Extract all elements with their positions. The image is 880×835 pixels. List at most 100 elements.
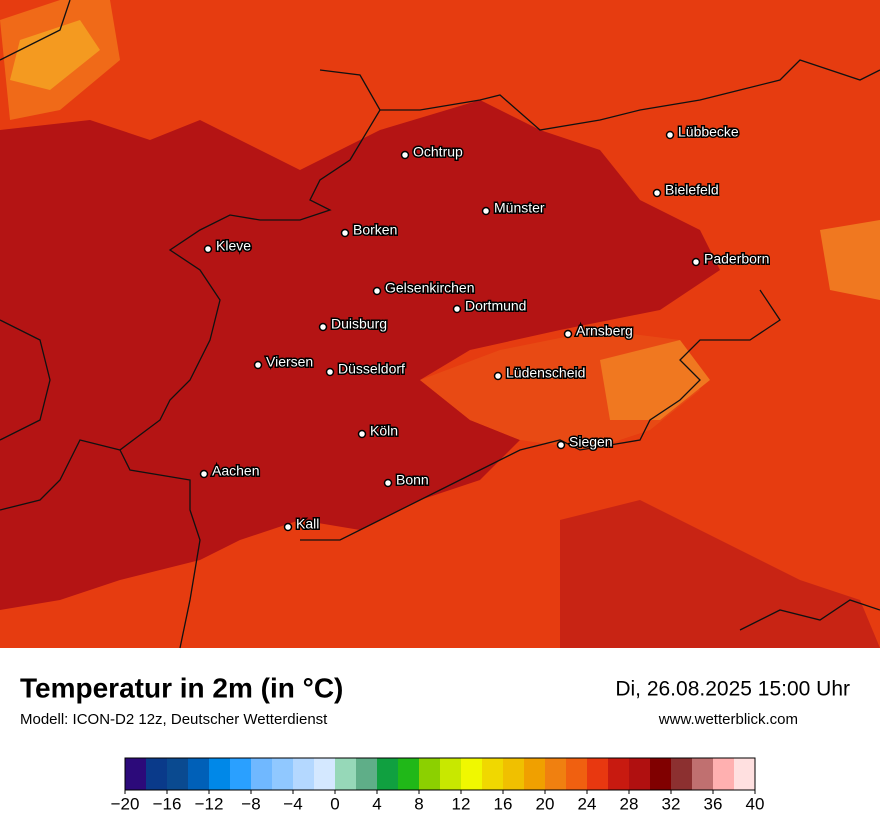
- colorbar-cell: [566, 758, 588, 790]
- colorbar-tick-label: −12: [195, 794, 224, 813]
- city-dot: [318, 322, 328, 332]
- city-dot: [357, 429, 367, 439]
- colorbar-cell: [125, 758, 147, 790]
- city: Lüdenscheid: [493, 363, 587, 382]
- colorbar-cell: [188, 758, 210, 790]
- city-dot: [253, 360, 263, 370]
- city-dot: [481, 206, 491, 216]
- border: [380, 59, 880, 131]
- city-label: Kall: [296, 516, 319, 532]
- city-dot: [563, 329, 573, 339]
- city-dot: [199, 469, 209, 479]
- city: Münster: [481, 198, 546, 217]
- city-dot: [691, 257, 701, 267]
- city-dot: [652, 188, 662, 198]
- city: Köln: [357, 421, 400, 440]
- border: [0, 439, 121, 511]
- colorbar-cell: [398, 758, 420, 790]
- city: Aachen: [199, 461, 261, 480]
- city-label: Bonn: [396, 472, 429, 488]
- city-label: Siegen: [569, 434, 613, 450]
- city: Viersen: [253, 352, 315, 371]
- city-label: Lüdenscheid: [506, 365, 585, 381]
- colorbar-cell: [524, 758, 546, 790]
- colorbar-cell: [671, 758, 693, 790]
- colorbar-cell: [629, 758, 651, 790]
- city-label: Bielefeld: [665, 182, 719, 198]
- hot-zone: [560, 500, 880, 648]
- colorbar-cell: [587, 758, 609, 790]
- city: Ochtrup: [400, 142, 465, 161]
- city-dot: [340, 228, 350, 238]
- city-dot: [203, 244, 213, 254]
- colorbar-tick-label: −20: [111, 794, 140, 813]
- colorbar-tick-label: −8: [241, 794, 260, 813]
- colorbar-frame: [124, 757, 756, 791]
- colorbar-cell: [314, 758, 336, 790]
- border: [739, 599, 880, 631]
- colorbar-tick-label: 16: [494, 794, 513, 813]
- colorbar-tick-label: −4: [283, 794, 302, 813]
- city: Düsseldorf: [325, 359, 407, 378]
- city: Siegen: [556, 432, 614, 451]
- border: [300, 289, 781, 541]
- colorbar-tick-label: 28: [620, 794, 639, 813]
- city: Gelsenkirchen: [372, 278, 476, 297]
- colorbar-cell: [419, 758, 441, 790]
- colorbar-cell: [482, 758, 504, 790]
- colorbar-cell: [608, 758, 630, 790]
- colorbar-tick-label: 36: [704, 794, 723, 813]
- colorbar-cell: [734, 758, 756, 790]
- city-dot: [325, 367, 335, 377]
- city: Kleve: [203, 236, 253, 255]
- border: [0, 0, 71, 61]
- city: Bielefeld: [652, 180, 720, 199]
- colorbar-tick-label: 24: [578, 794, 597, 813]
- city-dot: [383, 478, 393, 488]
- map: Lübbecke Ochtrup Bielefeld Münster Borken Kle…: [0, 0, 880, 649]
- city-label: Paderborn: [704, 251, 769, 267]
- city-dot: [372, 286, 382, 296]
- city-label: Viersen: [266, 354, 313, 370]
- city-label: Münster: [494, 200, 545, 216]
- website: www.wetterblick.com: [658, 711, 798, 728]
- city-label: Gelsenkirchen: [385, 280, 475, 296]
- colorbar-tick-label: 8: [414, 794, 423, 813]
- colorbar: −20 −16 −12 −8 −4 0 4 8 12 16 20 24 28 32 36 40: [111, 757, 765, 813]
- colorbar-tick-label: 12: [452, 794, 471, 813]
- colorbar-cell: [293, 758, 315, 790]
- city-dot: [493, 371, 503, 381]
- colorbar-cell: [713, 758, 735, 790]
- colorbar-cell: [692, 758, 714, 790]
- subtitle: Modell: ICON-D2 12z, Deutscher Wetterdie…: [20, 711, 328, 728]
- colorbar-cell: [167, 758, 189, 790]
- warm-zone: [10, 20, 100, 90]
- colorbar-cell: [146, 758, 168, 790]
- colorbar-tick-label: 40: [746, 794, 765, 813]
- colorbar-cell: [545, 758, 567, 790]
- colorbar-cell: [503, 758, 525, 790]
- city: Borken: [340, 220, 399, 239]
- city: Paderborn: [691, 249, 771, 268]
- city-dot: [556, 440, 566, 450]
- warm-zone: [600, 340, 710, 420]
- colorbar-tick-label: 32: [662, 794, 681, 813]
- colorbar-cell: [377, 758, 399, 790]
- colorbar-tick-label: 20: [536, 794, 555, 813]
- city: Bonn: [383, 470, 430, 489]
- title: Temperatur in 2m (in °C): [20, 672, 343, 703]
- city-label: Lübbecke: [678, 124, 739, 140]
- city-label: Arnsberg: [576, 323, 633, 339]
- border: [0, 319, 51, 441]
- city: Arnsberg: [563, 321, 634, 340]
- date: Di, 26.08.2025 15:00 Uhr: [615, 678, 850, 701]
- city-dot: [283, 522, 293, 532]
- colorbar-cell: [272, 758, 294, 790]
- colorbar-cell: [335, 758, 357, 790]
- colorbar-cell: [461, 758, 483, 790]
- colorbar-tick-label: 4: [372, 794, 381, 813]
- city-label: Ochtrup: [413, 144, 463, 160]
- city: Lübbecke: [665, 122, 740, 141]
- warm-zone: [820, 220, 880, 300]
